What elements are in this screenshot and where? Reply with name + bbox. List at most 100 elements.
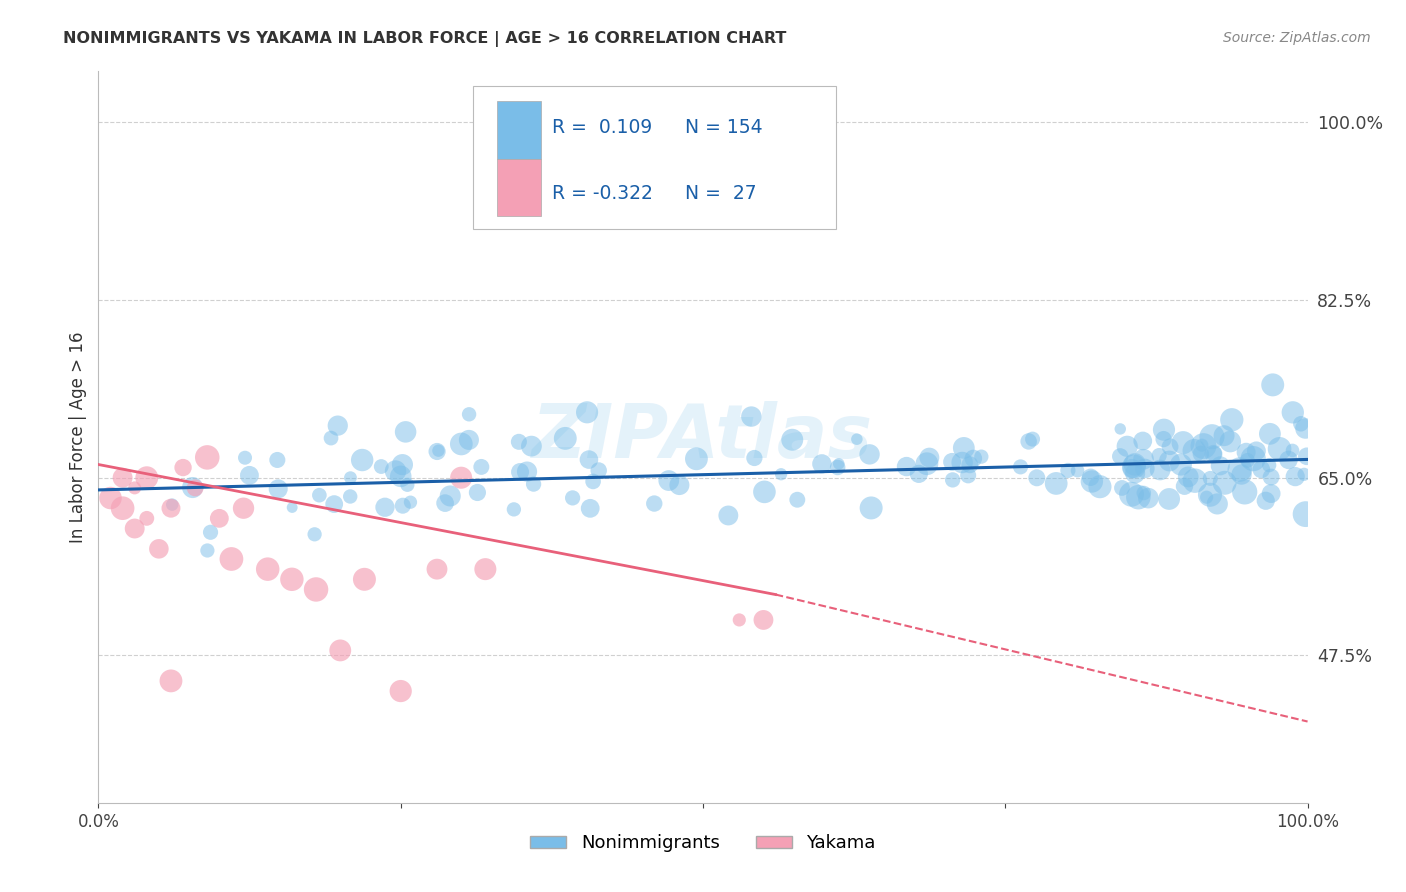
Point — [1132, 452, 1154, 467]
Point — [811, 457, 834, 471]
Point — [339, 471, 361, 485]
Point — [1153, 432, 1175, 446]
Point — [1220, 413, 1243, 427]
Point — [1234, 445, 1257, 459]
Point — [754, 484, 776, 499]
Point — [554, 431, 576, 445]
Point — [1250, 462, 1272, 476]
Point — [391, 499, 413, 513]
Point — [1025, 471, 1047, 485]
Point — [1199, 488, 1222, 502]
Point — [752, 613, 775, 627]
FancyBboxPatch shape — [474, 86, 837, 228]
Point — [396, 478, 419, 492]
Point — [643, 497, 665, 511]
Point — [1045, 476, 1067, 491]
Point — [1010, 459, 1032, 474]
Point — [124, 481, 146, 495]
Point — [1206, 497, 1229, 511]
Point — [256, 562, 278, 576]
Point — [1191, 438, 1213, 452]
Point — [1153, 423, 1175, 437]
Point — [323, 497, 346, 511]
Text: N = 154: N = 154 — [685, 119, 762, 137]
Point — [1289, 417, 1312, 431]
Point — [1268, 442, 1291, 456]
Point — [509, 465, 531, 479]
Point — [668, 478, 690, 492]
Point — [860, 500, 883, 515]
Point — [1258, 458, 1281, 472]
Point — [1080, 470, 1102, 484]
Point — [1195, 490, 1218, 504]
Point — [195, 450, 218, 465]
Point — [172, 460, 194, 475]
Point — [962, 451, 984, 466]
Point — [1184, 474, 1206, 488]
Point — [1066, 464, 1088, 478]
Point — [970, 450, 993, 464]
Point — [957, 468, 980, 483]
Point — [439, 489, 461, 503]
Point — [197, 543, 219, 558]
Point — [384, 464, 406, 478]
Point — [1149, 463, 1171, 477]
FancyBboxPatch shape — [498, 101, 541, 159]
Point — [434, 496, 457, 510]
Point — [238, 468, 260, 483]
Point — [578, 452, 600, 467]
Point — [1123, 458, 1146, 472]
Point — [352, 453, 374, 467]
Point — [458, 407, 481, 421]
Point — [1177, 470, 1199, 484]
Point — [208, 511, 231, 525]
Point — [1204, 447, 1226, 461]
Text: R =  0.109: R = 0.109 — [551, 119, 652, 137]
Point — [941, 455, 963, 469]
Point — [281, 500, 304, 515]
Point — [579, 501, 602, 516]
Point — [1258, 426, 1281, 441]
Point — [1081, 475, 1104, 489]
Point — [744, 450, 766, 465]
Point — [658, 474, 681, 488]
Point — [1277, 453, 1299, 467]
Point — [959, 458, 981, 472]
Point — [329, 643, 352, 657]
Point — [1233, 484, 1256, 499]
Point — [1213, 428, 1236, 442]
Point — [588, 463, 610, 477]
Point — [450, 471, 472, 485]
Point — [1254, 493, 1277, 508]
Point — [1121, 487, 1143, 501]
Point — [1123, 467, 1146, 481]
Point — [953, 441, 976, 455]
Point — [1109, 450, 1132, 464]
Point — [1284, 469, 1306, 483]
Point — [1294, 421, 1316, 435]
Point — [1173, 479, 1195, 493]
Point — [1057, 463, 1080, 477]
Point — [1229, 462, 1251, 476]
Point — [1260, 486, 1282, 500]
Point — [1246, 443, 1268, 458]
Point — [1171, 435, 1194, 450]
Point — [233, 450, 256, 465]
Legend: Nonimmigrants, Yakama: Nonimmigrants, Yakama — [523, 827, 883, 860]
Point — [1111, 481, 1133, 495]
Point — [786, 492, 808, 507]
Point — [100, 491, 122, 505]
Point — [561, 491, 583, 505]
Point — [160, 673, 183, 688]
Point — [339, 490, 361, 504]
Point — [1295, 450, 1317, 464]
Point — [1292, 467, 1315, 482]
Point — [516, 465, 538, 479]
Point — [305, 582, 328, 597]
Point — [1295, 507, 1317, 521]
Point — [740, 409, 762, 424]
Point — [426, 444, 449, 458]
Text: ZIPAtlas: ZIPAtlas — [533, 401, 873, 474]
Point — [184, 481, 207, 495]
Point — [1133, 461, 1156, 475]
